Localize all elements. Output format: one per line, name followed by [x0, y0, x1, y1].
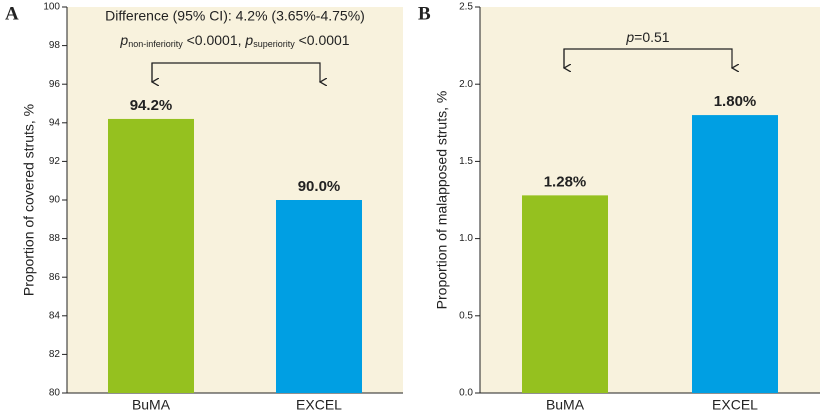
y-tick-label: 1.0	[459, 233, 473, 244]
y-tick-label: 94	[49, 117, 61, 128]
p-values: pnon-inferiority <0.0001, psuperiority <…	[119, 32, 349, 50]
p-value: <0.0001	[295, 32, 350, 48]
bar	[522, 195, 608, 393]
value-label: 1.28%	[544, 173, 587, 190]
subscript: superiority	[253, 39, 295, 49]
p: p	[625, 29, 634, 45]
x-tick-label: EXCEL	[296, 397, 342, 413]
y-tick-label: 86	[49, 272, 61, 283]
p-value: <0.0001,	[183, 32, 246, 48]
y-tick-label: 92	[49, 156, 61, 167]
x-tick-label: EXCEL	[712, 397, 758, 413]
y-tick-label: 84	[49, 310, 61, 321]
y-tick-label: 82	[49, 349, 61, 360]
value-label: 1.80%	[714, 93, 757, 110]
p: p	[119, 32, 128, 48]
panel-label: B	[418, 3, 431, 24]
y-tick-label: 90	[49, 195, 61, 206]
annotation: Difference (95% CI): 4.2% (3.65%-4.75%)	[105, 8, 365, 24]
y-axis-label: Proportion of malapposed struts, %	[434, 91, 450, 310]
panel-label: A	[5, 3, 19, 24]
p: p	[244, 32, 253, 48]
x-tick-label: BuMA	[132, 397, 171, 413]
value-label: 90.0%	[298, 178, 341, 195]
p-value: =0.51	[634, 29, 670, 45]
bar	[276, 200, 362, 393]
y-tick-label: 98	[49, 40, 61, 51]
y-tick-label: 100	[43, 2, 60, 13]
panel-b: B Proportion of malapposed struts, % 0.0 0.…	[418, 2, 820, 413]
y-tick-label: 88	[49, 233, 61, 244]
value-label: 94.2%	[130, 97, 173, 114]
bar	[108, 118, 194, 393]
y-tick-label: 0.5	[459, 310, 473, 321]
panel-a: A Proportion of covered struts, % 80 82 84 86…	[5, 2, 403, 413]
x-tick-label: BuMA	[546, 397, 585, 413]
y-tick-label: 2.5	[459, 2, 473, 13]
y-tick-label: 1.5	[459, 156, 473, 167]
subscript: non-inferiority	[128, 39, 183, 49]
y-tick-label: 2.0	[459, 79, 473, 90]
y-tick-label: 0.0	[459, 388, 473, 399]
bar	[692, 115, 778, 393]
y-tick-label: 96	[49, 79, 61, 90]
y-axis-label: Proportion of covered struts, %	[21, 104, 37, 296]
p-value: p=0.51	[625, 29, 669, 45]
y-tick-label: 80	[49, 388, 61, 399]
